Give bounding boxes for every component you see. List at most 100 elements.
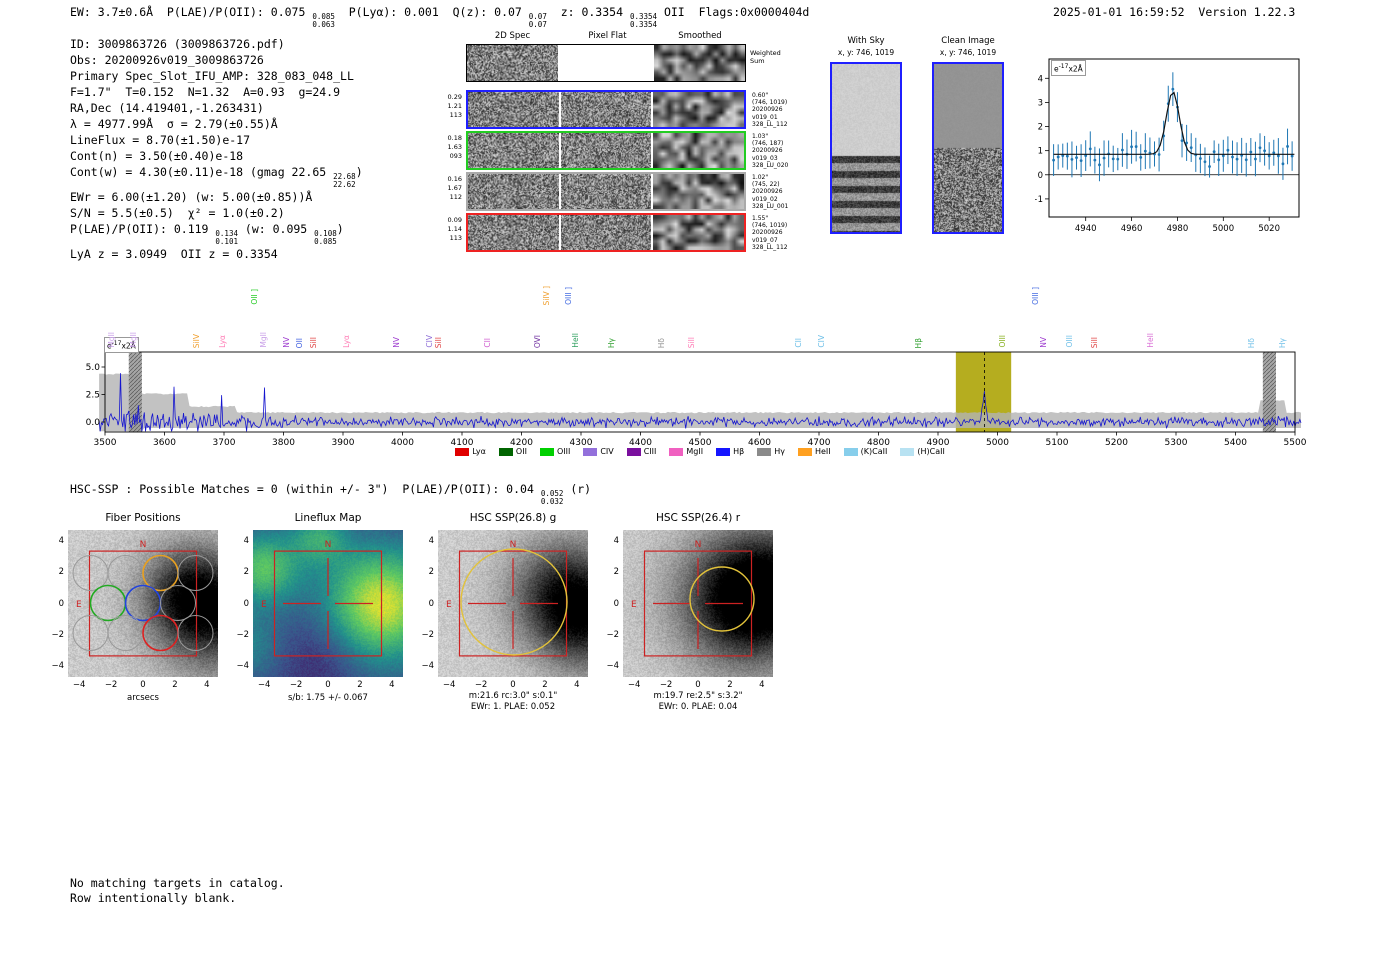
- panel-y-tick-label: −2: [51, 629, 64, 640]
- emission-line-label: SiIV ]: [542, 285, 552, 306]
- header-summary-limits: 0.085 0.063: [312, 12, 335, 30]
- emission-line-label: MgII: [258, 332, 268, 348]
- smoothed-image: [653, 92, 745, 127]
- circle-shape: [1244, 158, 1248, 162]
- lineflux-map-canvas: [253, 530, 403, 677]
- panel-y-tick-label: −2: [606, 629, 619, 640]
- circle-shape: [1221, 154, 1225, 158]
- compass-east-label: E: [446, 600, 452, 610]
- circle-shape: [1286, 145, 1289, 148]
- hsc-g-caption-mag: m:21.6 rc:3.0" s:0.1": [468, 691, 558, 701]
- 2d-spec-image-cell: [468, 133, 559, 168]
- legend-item: Hβ: [716, 447, 744, 456]
- cutout-row-stats: 0.29 1.21 113: [447, 93, 462, 119]
- legend-item: OII: [498, 447, 527, 456]
- legend-label: MgII: [686, 447, 704, 456]
- col-header-smoothed: Smoothed: [678, 31, 722, 41]
- smoothed-image: [653, 133, 745, 168]
- smoothed-image-cell: [653, 215, 745, 250]
- cutout-row-annotation: 1.03" (746, 187) 20200926 v019_03 328_LU_020: [752, 133, 789, 169]
- panel-y-tick-label: 2: [58, 567, 64, 578]
- info-line: S/N = 5.5(±0.5) χ² = 1.0(±0.2): [70, 205, 363, 221]
- legend-swatch: [455, 447, 470, 456]
- spectrum-y-tick-label: 2.5: [86, 391, 100, 401]
- circle-shape: [1102, 156, 1106, 160]
- hsc-g-title: HSC SSP(26.8) g: [469, 512, 557, 524]
- emission-line-label: CII: [483, 338, 493, 348]
- panel-y-tick-label: −2: [421, 629, 434, 640]
- circle-shape: [1276, 154, 1280, 158]
- legend-item: (H)CaII: [900, 447, 945, 456]
- compass-east-label: E: [76, 600, 82, 610]
- info-line-text: LineFlux = 8.70(±1.50)e-17: [70, 133, 251, 147]
- panel-y-tick-label: 0: [243, 598, 249, 609]
- panel-x-tick-label: −4: [442, 680, 456, 690]
- legend-swatch: [583, 447, 598, 456]
- circle-shape: [1212, 150, 1216, 154]
- 2d-spec-image: [467, 45, 559, 81]
- hsc-ssp-summary-text: (r): [563, 482, 592, 496]
- spectrum-x-tick-label: 4700: [808, 438, 831, 448]
- circle-shape: [1157, 153, 1161, 156]
- cutout-row-annotation: 0.60" (746, 1019) 20200926 v019_01 328_LL_11…: [752, 92, 788, 128]
- info-line-text: EWr = 6.00(±1.20) (w: 5.00(±0.85))Å: [70, 190, 313, 205]
- panel-y-tick-label: 2: [613, 567, 619, 578]
- legend-label: CIII: [643, 447, 657, 456]
- circle-shape: [1075, 156, 1078, 160]
- emission-line-label: OIII: [998, 335, 1008, 348]
- legend-swatch: [843, 447, 858, 456]
- header-summary-limits: 0.07 0.07: [528, 12, 547, 30]
- hsc-ssp-summary-limits: 0.052 0.032: [540, 489, 564, 507]
- info-line-limits: 0.108 0.085: [314, 229, 337, 247]
- full-spectrum-plot: 3500 3600 3700 3800 3900 4000 4100 4200 4300 4400…: [70, 335, 1330, 467]
- gaussian-fit-curve: [1053, 91, 1295, 155]
- panel-y-tick-label: −4: [421, 661, 434, 672]
- panel-x-tick-label: −2: [474, 680, 488, 690]
- lineflux-caption: s/b: 1.75 +/- 0.067: [288, 693, 368, 703]
- spectrum-line-legend: Lyα OII OIII CIV CIII MgII Hβ Hγ HeII (K)CaII (H)C…: [330, 447, 1070, 456]
- circle-shape: [1226, 148, 1230, 152]
- circle-shape: [1203, 160, 1207, 164]
- fiber-circle: [160, 585, 196, 621]
- info-line-text: Cont(n) = 3.50(±0.40)e-18: [70, 149, 244, 163]
- panel-y-tick-label: −4: [236, 661, 249, 672]
- cutout-row-stats: 0.09 1.14 113: [447, 216, 462, 242]
- info-line-text: Cont(w) = 4.30(±0.11)e-18 (gmag 22.65: [70, 165, 334, 179]
- zoom-y-tick-label: 4: [1038, 74, 1043, 84]
- header-summary-text: P(Lyα): 0.001 Q(z): 0.07: [334, 5, 529, 19]
- panel-x-tick-label: 2: [727, 680, 733, 690]
- circle-shape: [1185, 141, 1189, 145]
- cutout-row-annotation: 1.55" (746, 1019) 20200926 v019_07 328_LL_11…: [752, 215, 788, 251]
- panel-x-tick-label: 0: [325, 680, 331, 690]
- info-line: EWr = 6.00(±1.20) (w: 5.00(±0.85))Å: [70, 189, 363, 205]
- spectrum-x-tick-label: 3700: [213, 438, 236, 448]
- panel-g-canvas: [438, 530, 588, 677]
- spectrum-x-tick-label: 3600: [153, 438, 176, 448]
- panel-r-overlay: NE: [631, 540, 755, 657]
- legend-label: (H)CaII: [917, 447, 945, 456]
- info-line: LineFlux = 8.70(±1.50)e-17: [70, 132, 363, 148]
- info-line: λ = 4977.99Å σ = 2.79(±0.55)Å: [70, 116, 363, 132]
- pixel-flat-image-cell: [560, 133, 652, 168]
- cutout-row: [466, 44, 746, 82]
- info-line-text: (w: 0.095: [237, 222, 315, 237]
- circle-shape: [1120, 148, 1124, 152]
- info-line: P(LAE)/P(OII): 0.119 0.134 0.101 (w: 0.09…: [70, 221, 363, 246]
- 2d-spec-image-cell: [468, 174, 559, 209]
- panel-y-tick-label: 4: [58, 535, 64, 546]
- emission-line-label: NV: [391, 337, 401, 348]
- 2d-spec-image: [468, 174, 559, 209]
- spectrum-flux-units-label: e-17x2Å: [104, 337, 139, 353]
- pixel-flat-image: [560, 215, 652, 250]
- circle-shape: [1235, 157, 1239, 161]
- legend-label: OII: [515, 447, 527, 456]
- fiber-circle: [142, 554, 179, 592]
- info-line-text: Obs: 20200926v019_3009863726: [70, 53, 264, 67]
- circle-shape: [1189, 146, 1193, 149]
- info-line: Cont(n) = 3.50(±0.40)e-18: [70, 148, 363, 164]
- info-line: Cont(w) = 4.30(±0.11)e-18 (gmag 22.65 22…: [70, 164, 363, 189]
- emission-line-label: OIII ]: [564, 287, 574, 305]
